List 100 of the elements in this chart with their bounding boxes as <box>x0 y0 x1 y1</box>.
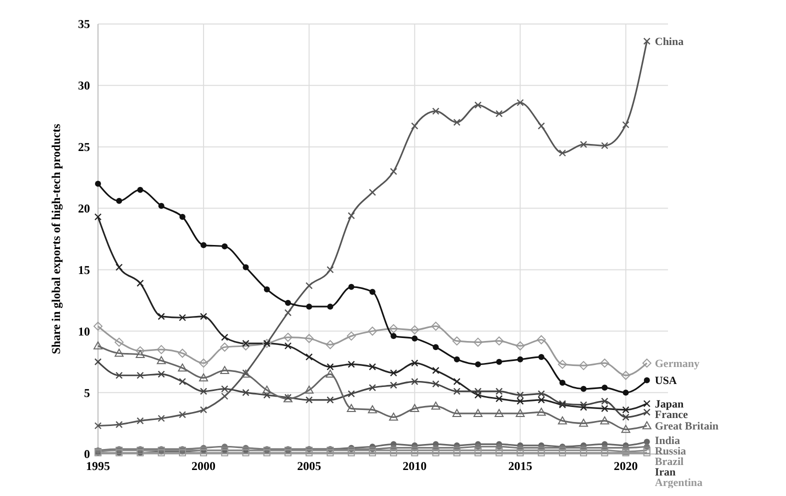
x-tick-label: 2000 <box>192 459 216 473</box>
point <box>431 402 440 410</box>
point <box>221 449 228 456</box>
point <box>326 396 334 404</box>
point <box>116 420 123 428</box>
point <box>199 373 208 382</box>
point <box>580 404 588 411</box>
point <box>199 358 208 368</box>
point <box>306 282 313 290</box>
point <box>137 186 144 193</box>
point <box>579 361 588 370</box>
point <box>517 356 524 362</box>
point <box>390 168 398 176</box>
point <box>242 264 249 270</box>
point <box>538 396 545 404</box>
series-label: France <box>654 408 688 421</box>
point <box>368 188 376 196</box>
point <box>136 280 144 287</box>
point <box>178 314 186 322</box>
point <box>474 446 482 454</box>
y-tick-label: 20 <box>78 201 90 216</box>
point <box>558 149 566 157</box>
point <box>326 266 334 274</box>
point <box>220 342 230 352</box>
point <box>453 378 460 386</box>
series-label: India <box>654 434 680 447</box>
point <box>494 336 504 346</box>
point <box>432 380 440 388</box>
y-tick-label: 5 <box>84 386 90 400</box>
point <box>536 335 546 344</box>
point <box>622 406 630 414</box>
point <box>431 322 440 331</box>
point <box>200 388 208 395</box>
point <box>220 366 230 374</box>
point <box>114 348 124 357</box>
point <box>516 398 524 405</box>
point <box>221 385 228 392</box>
point <box>474 391 482 399</box>
point <box>601 449 608 456</box>
point <box>580 446 588 454</box>
point <box>411 122 418 130</box>
x-tick-label: 2015 <box>508 459 532 473</box>
y-axis-title: Share in global exports of high-tech products <box>49 124 63 354</box>
point <box>94 213 102 220</box>
point <box>136 417 144 424</box>
point <box>178 348 187 358</box>
point <box>580 401 588 408</box>
point <box>538 122 545 130</box>
series-label: China <box>654 36 684 48</box>
point <box>390 382 398 389</box>
series-label: Brazil <box>654 456 684 468</box>
y-tick-label: 25 <box>78 140 90 154</box>
point <box>178 364 187 372</box>
point <box>411 378 418 386</box>
point <box>516 408 525 417</box>
point <box>454 356 460 362</box>
point <box>348 360 355 368</box>
series-label: Iran <box>654 466 676 478</box>
point <box>263 449 270 456</box>
point <box>496 446 503 454</box>
point <box>622 414 630 421</box>
point <box>579 418 588 427</box>
point <box>304 386 314 394</box>
point <box>116 372 123 379</box>
point <box>221 392 228 400</box>
point <box>474 408 482 417</box>
point <box>158 202 164 209</box>
point <box>284 342 292 350</box>
point <box>411 359 418 367</box>
point <box>453 388 460 395</box>
y-tick-label: 35 <box>78 17 90 32</box>
point <box>516 341 525 350</box>
point <box>642 358 652 368</box>
point <box>453 449 460 456</box>
point <box>411 449 418 456</box>
point <box>348 390 355 398</box>
series-label: Germany <box>654 358 700 370</box>
point <box>200 406 208 414</box>
series-label: Russia <box>654 445 687 458</box>
series-label: USA <box>654 375 677 388</box>
point <box>516 449 524 456</box>
point <box>285 300 291 306</box>
point <box>601 398 608 405</box>
point <box>580 386 587 392</box>
point <box>432 108 440 115</box>
point <box>643 400 650 408</box>
point <box>390 333 397 340</box>
point <box>306 449 313 456</box>
point <box>410 404 420 412</box>
point <box>95 180 101 187</box>
point <box>116 198 122 204</box>
x-tick-label: 1995 <box>86 459 110 473</box>
point <box>474 338 482 347</box>
point <box>114 338 124 347</box>
y-tick-label: 15 <box>78 262 90 277</box>
point <box>264 286 270 292</box>
point <box>200 312 208 320</box>
point <box>306 304 312 310</box>
point <box>516 391 524 399</box>
point <box>643 408 650 416</box>
